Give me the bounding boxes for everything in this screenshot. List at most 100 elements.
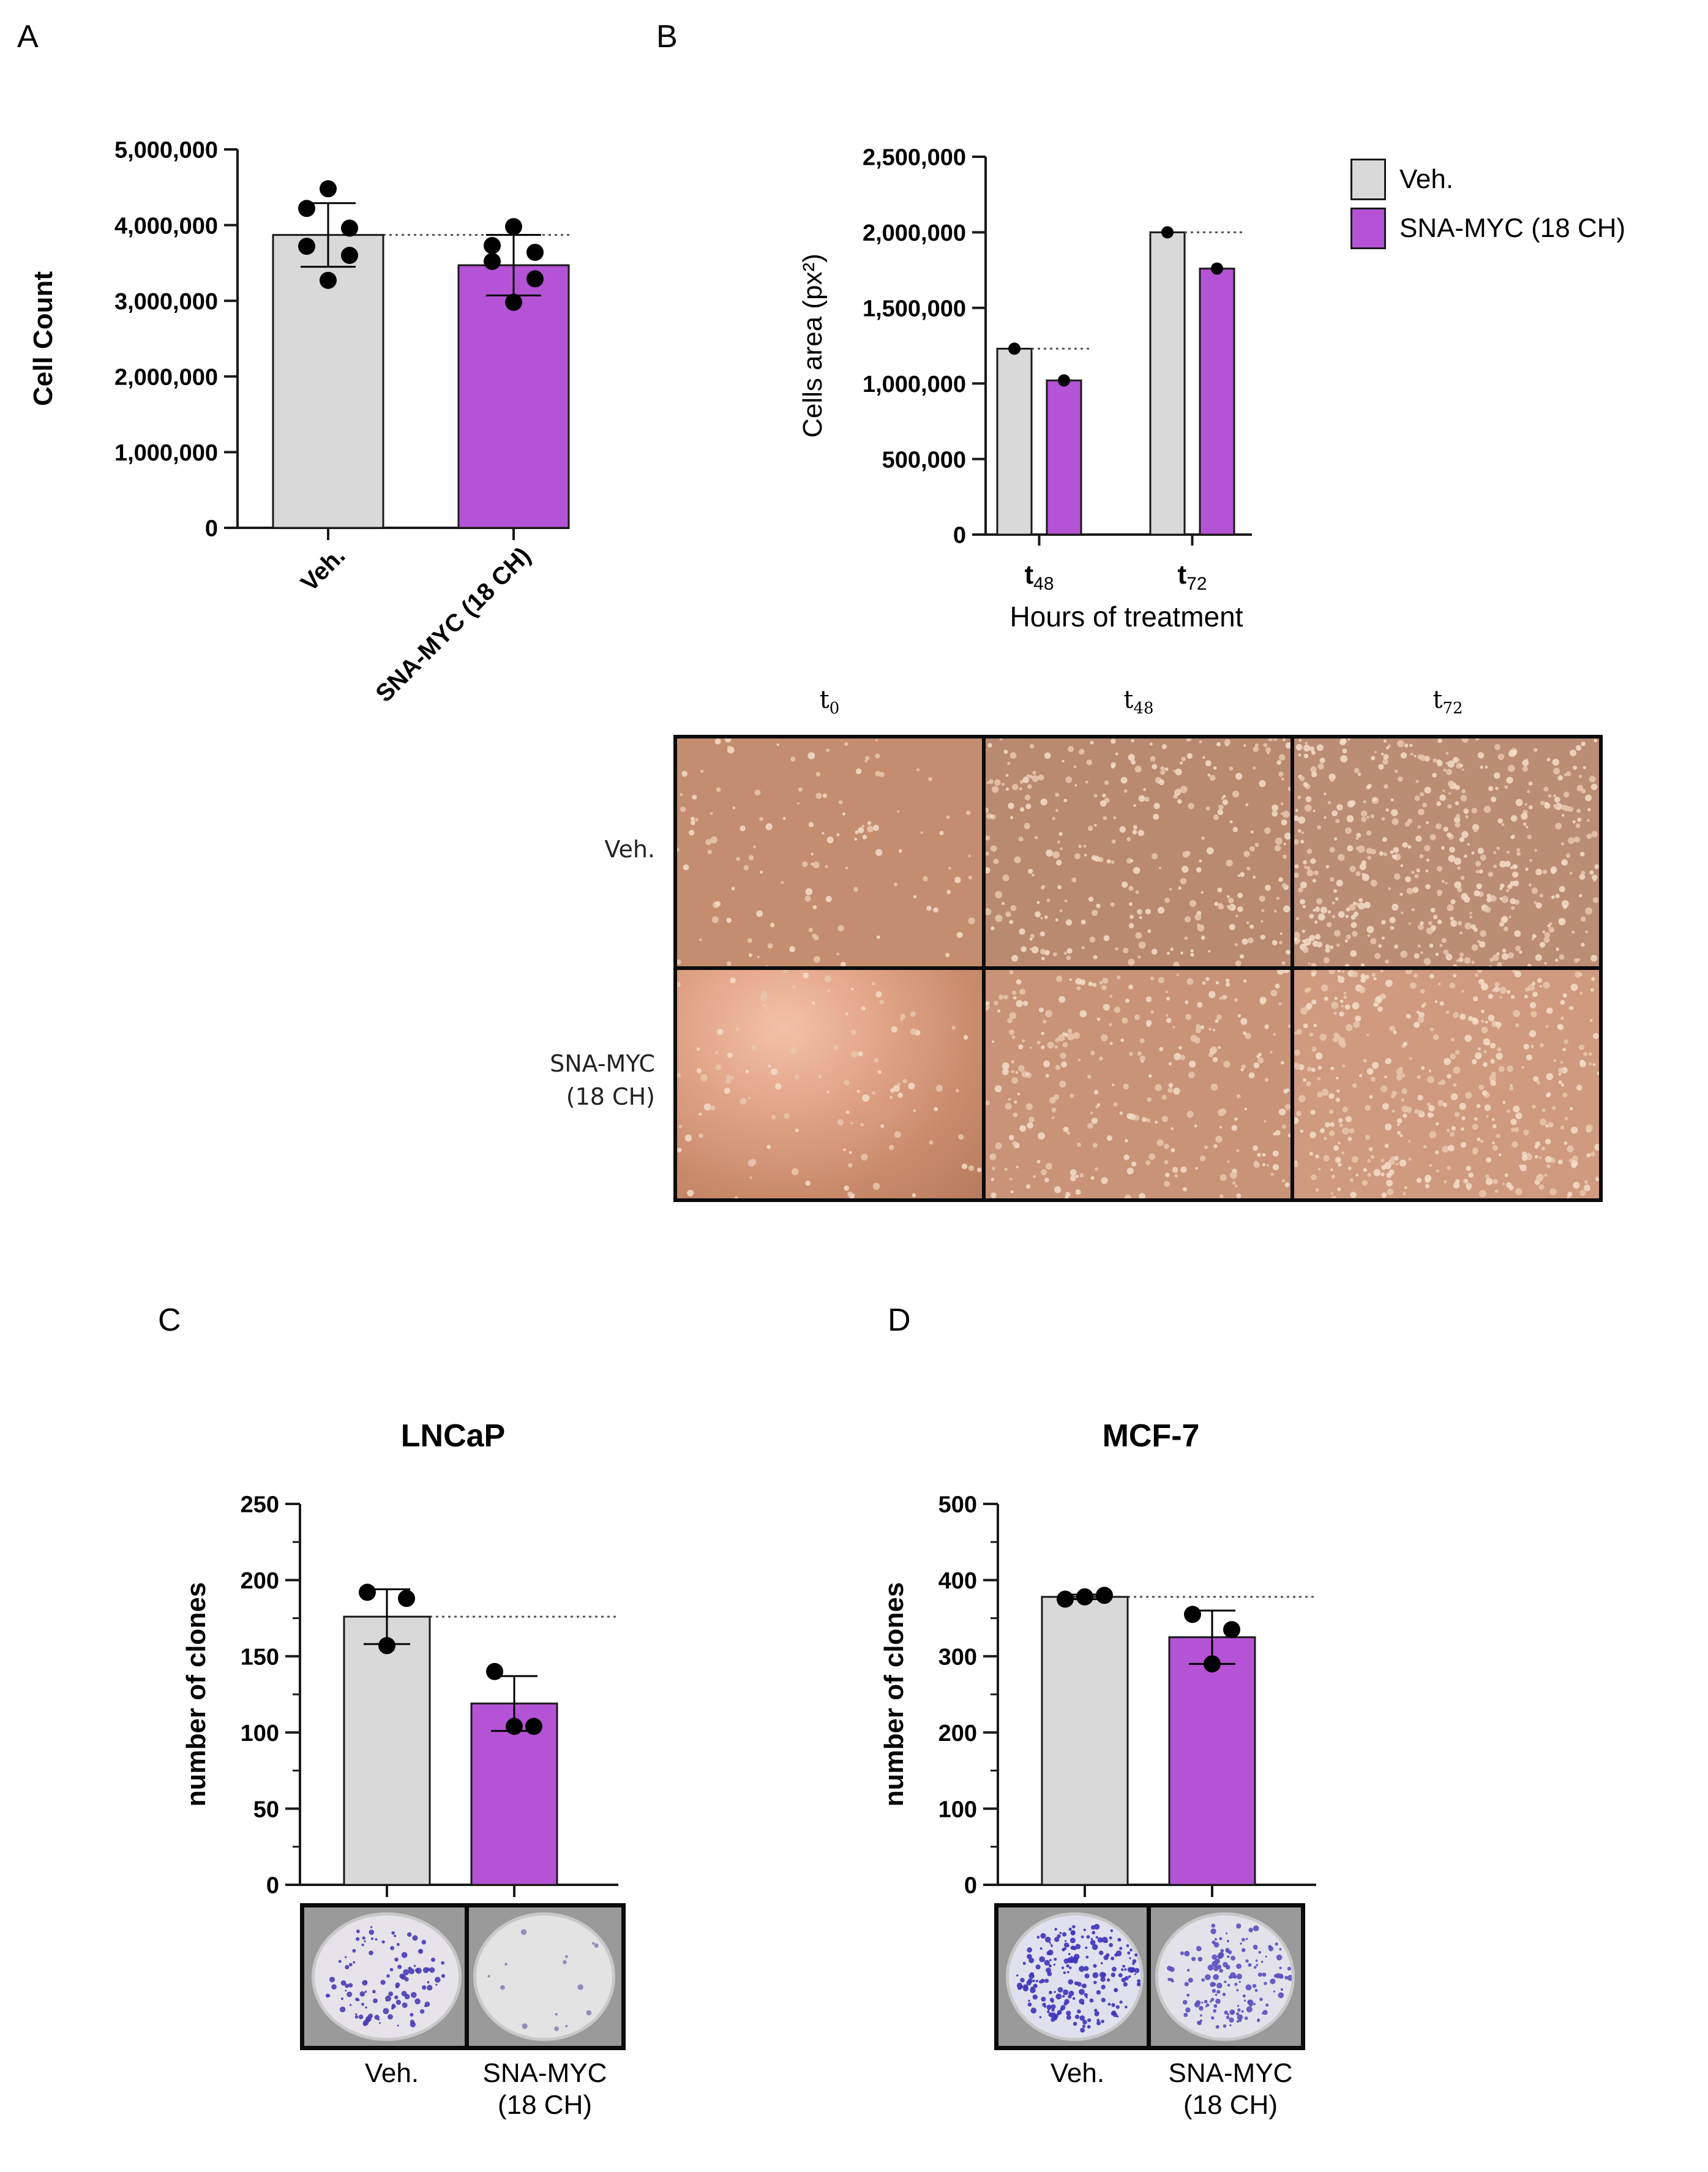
cell-speck — [1307, 987, 1311, 991]
cell-speck — [1504, 860, 1511, 867]
cell-speck — [1063, 951, 1068, 955]
cell-speck — [1570, 983, 1578, 991]
cell-speck — [1429, 974, 1434, 979]
cell-speck — [1185, 851, 1191, 857]
cell-speck — [986, 867, 991, 874]
colony-dot — [1262, 2012, 1264, 2015]
colony-dot — [1219, 1937, 1223, 1941]
cell-speck — [1160, 770, 1166, 775]
cell-speck — [1234, 998, 1238, 1002]
colony-dot — [1054, 1928, 1057, 1931]
cell-speck — [1591, 977, 1595, 982]
colony-dot — [1049, 1991, 1052, 1994]
cell-speck — [1526, 1054, 1532, 1061]
colony-dot — [1027, 1978, 1033, 1984]
cell-speck — [1463, 1179, 1469, 1184]
colony-dot — [1130, 1967, 1136, 1972]
cell-speck — [1311, 963, 1317, 967]
colony-dot — [1082, 2020, 1087, 2025]
cell-speck — [1417, 1095, 1423, 1101]
colony-dot — [1212, 1954, 1218, 1960]
cell-speck — [1514, 1127, 1519, 1132]
cell-speck — [1206, 847, 1214, 855]
cell-speck — [1055, 792, 1060, 797]
cell-speck — [1502, 1100, 1506, 1104]
cell-speck — [1457, 887, 1463, 893]
colony-dot — [1184, 1950, 1190, 1956]
cell-speck — [1481, 983, 1488, 991]
cell-speck — [1001, 783, 1005, 786]
cell-speck — [1168, 1083, 1174, 1088]
cell-speck — [1382, 836, 1387, 843]
cell-speck — [836, 833, 840, 836]
cell-speck — [1569, 1107, 1573, 1111]
cell-speck — [1029, 938, 1033, 941]
y-tick-label: 400 — [938, 1568, 977, 1594]
cell-speck — [1253, 876, 1256, 879]
cell-speck — [825, 896, 832, 903]
cell-speck — [1339, 999, 1344, 1003]
cell-speck — [1128, 754, 1135, 761]
cell-speck — [1330, 1168, 1333, 1171]
cell-speck — [1452, 757, 1459, 763]
cell-speck — [1111, 765, 1115, 769]
cell-speck — [1063, 799, 1068, 803]
cell-speck — [1590, 988, 1594, 992]
cell-speck — [875, 849, 883, 856]
cell-speck — [1342, 1064, 1346, 1068]
cell-speck — [1461, 768, 1464, 771]
cell-speck — [1265, 884, 1271, 891]
cell-speck — [1492, 1145, 1498, 1151]
cell-speck — [1358, 898, 1363, 903]
cell-speck — [1459, 931, 1463, 935]
cell-speck — [725, 1078, 732, 1084]
cell-speck — [1113, 1102, 1118, 1107]
cell-speck — [1423, 958, 1431, 966]
cell-speck — [1092, 983, 1097, 987]
cell-speck — [1497, 818, 1503, 824]
colony-dot — [1215, 2025, 1219, 2029]
colony-dot — [1039, 1956, 1046, 1963]
cell-speck — [1145, 1160, 1151, 1165]
cell-speck — [1202, 756, 1205, 759]
cell-speck — [1477, 970, 1483, 973]
cell-speck — [707, 849, 712, 854]
colony-dot — [388, 2014, 393, 2020]
data-point — [1204, 1655, 1221, 1673]
colony-dot — [422, 1985, 427, 1990]
cell-speck — [836, 952, 840, 956]
cell-speck — [747, 1096, 751, 1100]
colony-dot — [364, 1990, 367, 1993]
cell-speck — [731, 887, 735, 891]
cell-speck — [1261, 909, 1265, 912]
colony-dot — [1067, 1971, 1069, 1974]
cell-speck — [1069, 1094, 1074, 1098]
cell-speck — [1151, 853, 1158, 860]
cell-speck — [1371, 1062, 1379, 1069]
cell-speck — [1225, 982, 1230, 987]
cell-speck — [1008, 1097, 1011, 1101]
cell-speck — [1515, 1188, 1523, 1195]
cell-speck — [1327, 922, 1332, 928]
data-point — [320, 271, 337, 289]
cell-speck — [1201, 836, 1205, 840]
cell-speck — [1020, 807, 1025, 812]
bar-veh — [1149, 231, 1186, 536]
cell-speck — [1476, 1103, 1481, 1108]
cell-speck — [1465, 1092, 1472, 1099]
cell-speck — [1205, 760, 1212, 767]
cell-speck — [1366, 847, 1373, 854]
cell-speck — [1014, 1100, 1017, 1104]
cell-speck — [1426, 821, 1429, 824]
cell-speck — [1472, 824, 1480, 831]
cell-speck — [1087, 1074, 1092, 1079]
cell-speck — [1234, 943, 1238, 947]
cell-speck — [1173, 1088, 1180, 1095]
cell-speck — [1380, 1085, 1388, 1092]
cell-speck — [1371, 756, 1376, 761]
cell-speck — [1303, 1078, 1307, 1082]
x-axis-label: Hours of treatment — [1010, 601, 1243, 633]
colony-dot — [1114, 1988, 1118, 1993]
cell-speck — [1373, 977, 1377, 980]
colony-dot — [554, 2026, 559, 2031]
